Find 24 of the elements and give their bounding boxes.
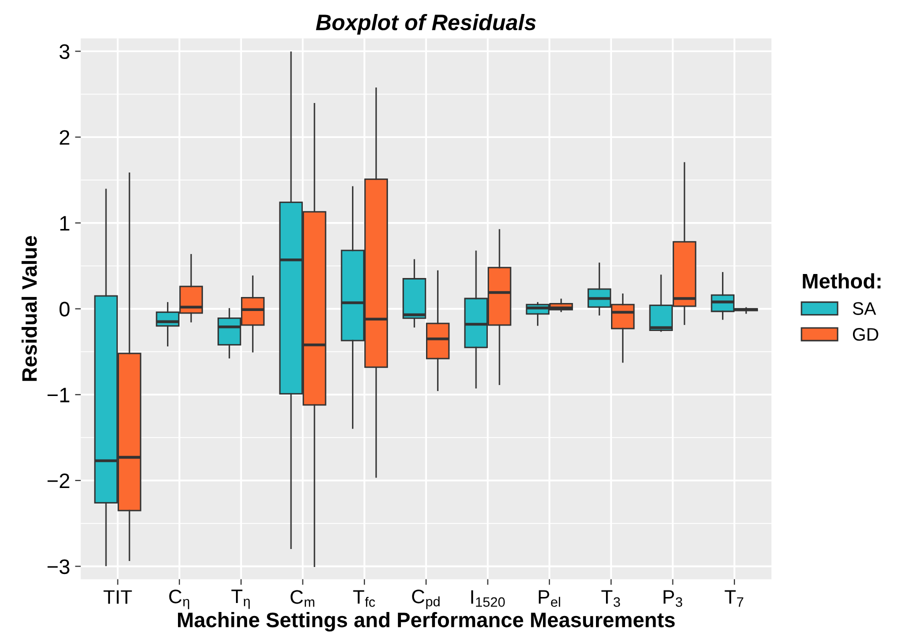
y-tick-label: −3 xyxy=(48,559,70,574)
legend-label: GD xyxy=(852,328,878,341)
y-tick-label: −2 xyxy=(48,473,70,488)
x-tick-label: T$_{fc}$ xyxy=(353,590,376,607)
chart-title: Boxplot of Residuals xyxy=(316,14,536,35)
x-tick-label: P$_{el}$ xyxy=(538,590,560,607)
x-tick-label: T$_{η}$ xyxy=(231,590,250,609)
y-tick-label: 3 xyxy=(60,44,70,60)
x-tick-label: P$_{3}$ xyxy=(664,590,682,607)
x-tick-label: I$_{1520}$ xyxy=(471,590,505,607)
y-tick-label: 1 xyxy=(60,216,70,231)
x-tick-label: C$_{m}$ xyxy=(290,590,314,607)
x-tick-label: C$_{η}$ xyxy=(169,590,190,610)
x-tick-label: TIT xyxy=(104,590,132,604)
legend-label: SA xyxy=(852,302,876,315)
x-tick-label: T$_{3}$ xyxy=(601,590,620,607)
y-tick-label: −1 xyxy=(48,388,70,402)
y-tick-label: 2 xyxy=(60,130,70,145)
y-axis-title: Residual Value xyxy=(22,236,37,381)
x-tick-label: C$_{pd}$ xyxy=(412,590,440,610)
y-tick-label: 0 xyxy=(60,302,70,317)
x-axis-title: Machine Settings and Performance Measurements xyxy=(178,612,675,632)
legend-title: Method: xyxy=(802,273,880,289)
x-tick-label: T$_{7}$ xyxy=(724,590,744,607)
